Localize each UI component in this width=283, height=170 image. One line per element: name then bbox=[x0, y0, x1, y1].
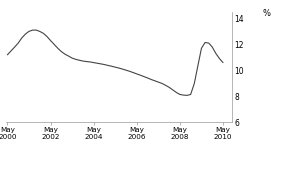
Y-axis label: %: % bbox=[262, 9, 270, 18]
